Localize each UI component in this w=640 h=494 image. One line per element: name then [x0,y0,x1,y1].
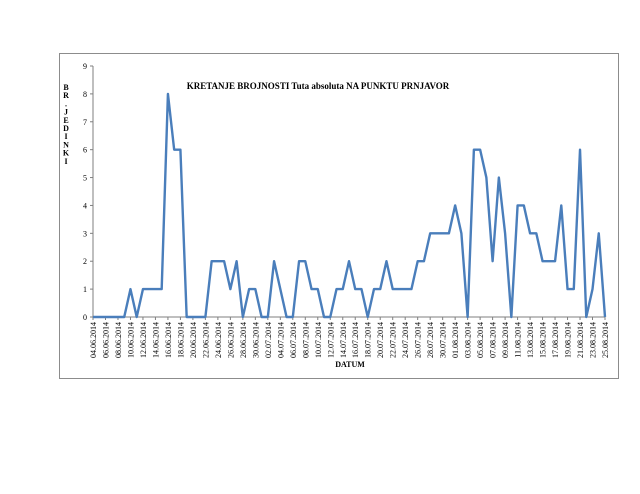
y-tick-label: 4 [83,201,87,210]
y-axis-title-letter: . [65,99,67,108]
x-tick-label: 01.08.2014 [451,322,460,358]
y-axis-title-letter: R [63,91,69,100]
x-tick-label: 20.06.2014 [189,322,198,358]
y-tick-label: 2 [83,257,87,266]
x-tick-label: 12.07.2014 [326,322,335,358]
x-tick-label: 21.08.2014 [576,322,585,358]
y-tick-label: 1 [83,285,87,294]
x-tick-label: 17.08.2014 [551,322,560,358]
y-tick-label: 6 [83,146,87,155]
y-axis-title-letter: K [63,149,70,158]
series-line [93,92,607,319]
y-axis-title-letter: J [64,108,68,117]
x-tick-label: 20.07.2014 [376,322,385,358]
x-tick-label: 30.07.2014 [439,322,448,358]
x-tick-label: 10.07.2014 [314,322,323,358]
y-axis-title-letter: I [64,132,67,141]
x-tick-label: 14.07.2014 [339,322,348,358]
y-tick-label: 0 [83,313,87,322]
x-tick-label: 30.06.2014 [251,322,260,358]
x-tick-label: 04.06.2014 [89,322,98,358]
y-axis-title-letter: N [63,140,69,149]
x-tick-label: 03.08.2014 [464,322,473,358]
x-tick-label: 28.07.2014 [426,322,435,358]
y-tick-label: 9 [83,62,87,71]
x-tick-label: 11.08.2014 [514,322,523,358]
x-tick-label: 06.07.2014 [289,322,298,358]
y-axis-title-letter: D [63,124,69,133]
x-tick-label: 04.07.2014 [276,322,285,358]
x-tick-label: 24.06.2014 [214,322,223,358]
x-tick-label: 14.06.2014 [151,322,160,358]
x-tick-label: 18.06.2014 [176,322,185,358]
x-tick-label: 24.07.2014 [401,322,410,358]
x-tick-label: 22.06.2014 [201,322,210,358]
y-tick-label: 5 [83,174,87,183]
x-tick-label: 23.08.2014 [589,322,598,358]
x-tick-label: 26.06.2014 [226,322,235,358]
y-tick-labels: 0 1 2 3 4 5 6 7 8 9 [83,62,87,322]
chart-title: KRETANJE BROJNOSTI Tuta absoluta NA PUNK… [187,81,450,91]
x-tick-label: 10.06.2014 [126,322,135,358]
x-tick-label: 16.07.2014 [351,322,360,358]
y-axis-title-letter: E [63,116,68,125]
x-tick-label: 08.07.2014 [301,322,310,358]
y-axis-title-letter: I [64,157,67,166]
y-tick-label: 7 [83,118,87,127]
x-tick-label: 09.08.2014 [501,322,510,358]
axes [90,65,606,320]
x-tick-label: 07.08.2014 [489,322,498,358]
x-tick-label: 06.06.2014 [101,322,110,358]
x-tick-label: 22.07.2014 [389,322,398,358]
y-tick-label: 3 [83,229,87,238]
x-tick-label: 02.07.2014 [264,322,273,358]
x-tick-label: 15.08.2014 [539,322,548,358]
x-tick-label: 19.08.2014 [564,322,573,358]
x-tick-label: 26.07.2014 [414,322,423,358]
y-axis-title-letter: B [63,83,69,92]
series [92,92,607,319]
x-tick-label: 05.08.2014 [476,322,485,358]
x-tick-label: 18.07.2014 [364,322,373,358]
y-tick-label: 8 [83,90,87,99]
x-tick-label: 08.06.2014 [114,322,123,358]
x-tick-label: 12.06.2014 [139,322,148,358]
x-tick-label: 25.08.2014 [601,322,610,358]
x-tick-label: 16.06.2014 [164,322,173,358]
x-tick-label: 13.08.2014 [526,322,535,358]
x-tick-label: 28.06.2014 [239,322,248,358]
x-tick-labels: 04.06.2014 06.06.2014 08.06.2014 10.06.2014… [89,322,610,358]
x-axis-title: DATUM [335,360,365,369]
